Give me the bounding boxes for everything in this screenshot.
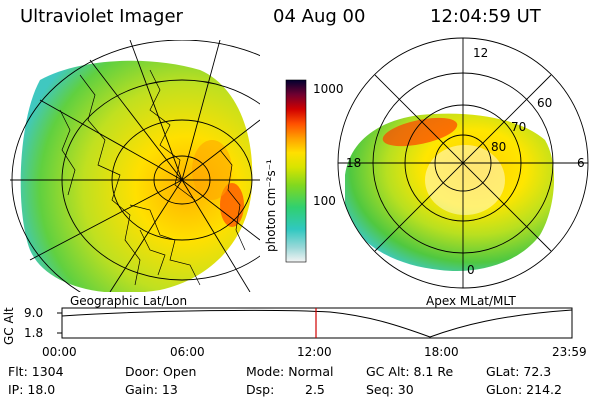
status-flight: Flt: 1304 [8, 364, 64, 379]
mlat-label-80: 80 [491, 140, 507, 154]
altitude-ytick-1-8: 1.8 [24, 326, 44, 340]
left-map-caption: Geographic Lat/Lon [70, 294, 188, 308]
colorbar-tick-1000: 1000 [313, 82, 344, 96]
status-sequence: Seq: 30 [366, 382, 414, 397]
time-tick-2359: 23:59 [552, 345, 587, 359]
status-gain: Gain: 13 [125, 382, 178, 397]
status-dsp-label: Dsp: [246, 382, 275, 397]
aurora-oval-right [345, 113, 555, 272]
magnetic-map [337, 37, 589, 289]
status-door: Door: Open [125, 364, 197, 379]
right-map-caption: Apex MLat/MLT [426, 294, 516, 308]
mlat-label-60: 60 [537, 96, 553, 110]
colorbar-tick-100: 100 [313, 194, 336, 208]
lat-lon-grid [10, 40, 260, 292]
colorbar-unit-label: photon cm⁻²s⁻¹ [264, 159, 278, 252]
mlat-grid [337, 37, 589, 289]
geographic-map [10, 40, 260, 292]
time-label: 12:04:59 UT [430, 6, 541, 27]
mlt-label-12: 12 [473, 46, 489, 60]
status-glat: GLat: 72.3 [486, 364, 552, 379]
aurora-red-arc [382, 117, 458, 147]
status-mode: Mode: Normal [246, 364, 334, 379]
status-gc-altitude: GC Alt: 8.1 Re [366, 364, 454, 379]
altitude-ytick-9: 9.0 [24, 306, 44, 320]
colorbar [285, 79, 307, 263]
time-tick-0000: 00:00 [42, 345, 77, 359]
altitude-curve [61, 309, 573, 338]
date-label: 04 Aug 00 [273, 6, 366, 27]
mlt-label-18: 18 [346, 156, 362, 170]
instrument-title: Ultraviolet Imager [20, 6, 183, 27]
status-glon: GLon: 214.2 [486, 382, 562, 397]
altitude-plot [57, 307, 573, 339]
altitude-ylabel: GC Alt [2, 307, 16, 345]
time-tick-1800: 18:00 [424, 345, 459, 359]
status-dsp-value: 2.5 [305, 382, 325, 397]
coastlines [59, 69, 246, 286]
mlt-label-6: 6 [577, 156, 585, 170]
time-tick-1200: 12:00 [297, 345, 332, 359]
mlat-label-70: 70 [511, 120, 527, 134]
time-tick-0600: 06:00 [170, 345, 205, 359]
status-ip: IP: 18.0 [8, 382, 56, 397]
mlt-label-0: 0 [467, 263, 475, 277]
